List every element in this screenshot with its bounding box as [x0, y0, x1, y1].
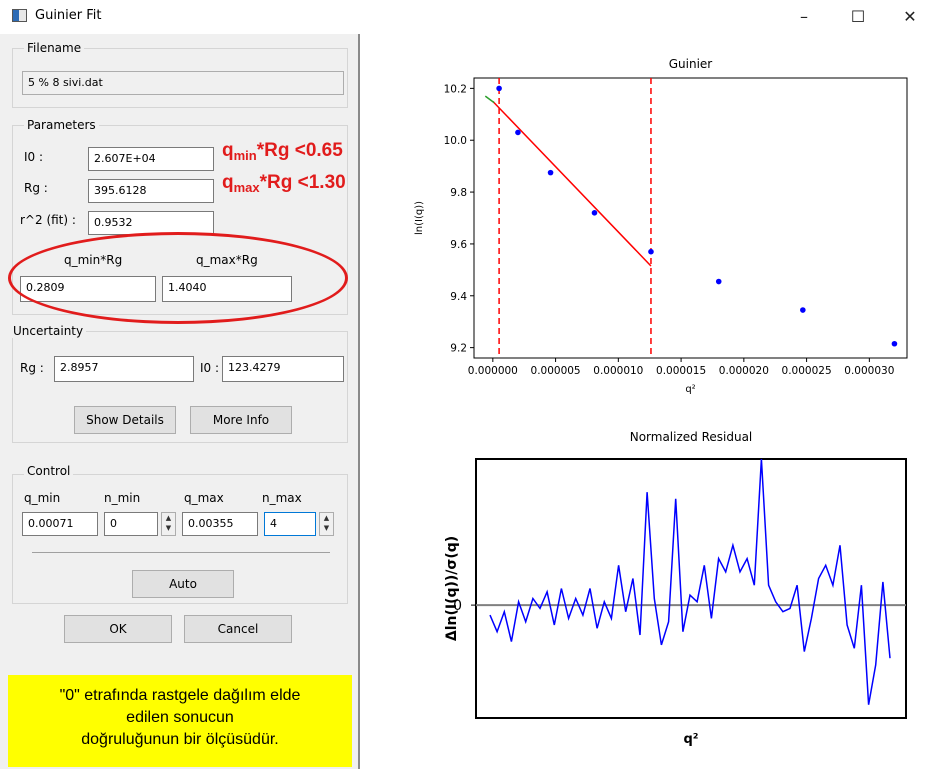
qmin-label: q_min [24, 491, 61, 505]
guinier-x-tick-label: 0.000020 [719, 365, 769, 377]
guinier-y-tick-label: 9.6 [450, 239, 467, 251]
nmin-label: n_min [104, 491, 141, 505]
left-panel: Filename 5 % 8 sivi.dat Parameters I0 : … [0, 34, 360, 769]
highlight-ellipse [8, 232, 348, 324]
r2-field[interactable]: 0.9532 [88, 211, 214, 235]
app-window-icon [12, 9, 27, 22]
uncertainty-i0-field[interactable]: 123.4279 [222, 356, 344, 382]
guinier-y-tick-label: 10.0 [444, 135, 467, 147]
guinier-y-tick-label: 9.2 [450, 343, 467, 355]
rg-field[interactable]: 395.6128 [88, 179, 214, 203]
guinier-title: Guinier [669, 57, 713, 71]
control-separator [32, 552, 330, 553]
guinier-x-tick-label: 0.000005 [531, 365, 581, 377]
qmin-field[interactable]: 0.00071 [22, 512, 98, 536]
qmin-rule-annotation: qmin*Rg <0.65 [222, 140, 343, 163]
r2-label: r^2 (fit) : [20, 213, 76, 227]
guinier-extrapolation-line [484, 95, 495, 104]
residual-plot-frame [475, 458, 907, 719]
guinier-x-tick-label: 0.000015 [656, 365, 706, 377]
guinier-data-point [648, 248, 654, 255]
guinier-y-axis-label: ln(I(q)) [414, 201, 425, 235]
guinier-x-axis-label: q² [685, 384, 695, 395]
control-group-label: Control [24, 464, 74, 478]
guinier-y-tick-label: 9.8 [450, 187, 467, 199]
guinier-x-tick-label: 0.000010 [593, 365, 643, 377]
qmax-field[interactable]: 0.00355 [182, 512, 258, 536]
guinier-data-point [515, 129, 521, 136]
show-details-button[interactable]: Show Details [74, 406, 176, 434]
note-line-1: "0" etrafında rastgele dağılım elde [59, 687, 301, 704]
residual-note: "0" etrafında rastgele dağılım elde edil… [8, 675, 352, 767]
more-info-button[interactable]: More Info [190, 406, 292, 434]
minimize-button[interactable]: – [800, 7, 808, 26]
filename-field: 5 % 8 sivi.dat [22, 71, 344, 95]
qmax-label: q_max [184, 491, 224, 505]
note-line-3: doğruluğunun bir ölçüsüdür. [81, 731, 279, 748]
uncertainty-group [12, 331, 348, 443]
guinier-data-point [591, 210, 598, 216]
nmax-field[interactable]: 4 [264, 512, 316, 536]
ok-button[interactable]: OK [64, 615, 172, 643]
guinier-data-point [496, 85, 502, 92]
uncertainty-rg-label: Rg : [20, 361, 44, 375]
nmax-stepper[interactable]: ▲ ▼ [319, 512, 334, 536]
guinier-y-tick-label: 10.2 [444, 83, 467, 95]
filename-group-label: Filename [24, 41, 85, 55]
nmax-label: n_max [262, 491, 302, 505]
guinier-data-point [715, 278, 722, 285]
guinier-y-tick-label: 9.4 [450, 291, 467, 303]
uncertainty-rg-field[interactable]: 2.8957 [54, 356, 194, 382]
title-bar: Guinier Fit – ☐ ✕ [0, 0, 933, 34]
nmin-field[interactable]: 0 [104, 512, 158, 536]
window-title: Guinier Fit [35, 8, 102, 23]
cancel-button[interactable]: Cancel [184, 615, 292, 643]
nmin-stepper[interactable]: ▲ ▼ [161, 512, 176, 536]
rg-label: Rg : [24, 181, 48, 195]
maximize-button[interactable]: ☐ [850, 7, 866, 26]
filename-group [12, 48, 348, 108]
qmax-rule-annotation: qmax*Rg <1.30 [222, 172, 346, 195]
guinier-plot-frame [473, 77, 908, 359]
parameters-group-label: Parameters [24, 118, 99, 132]
note-line-2: edilen sonucun [126, 709, 234, 726]
residual-series-line [489, 458, 891, 705]
residual-y-tick-label: 0 [453, 598, 462, 614]
guinier-fit-line [492, 100, 652, 267]
residual-y-axis-label: Δln(I(q))/σ(q) [444, 536, 460, 641]
uncertainty-i0-label: I0 : [200, 361, 220, 375]
control-group [12, 474, 348, 604]
residual-title: Normalized Residual [630, 430, 753, 444]
guinier-x-tick-label: 0.000030 [844, 365, 894, 377]
guinier-data-point [800, 307, 806, 313]
i0-label: I0 : [24, 150, 44, 164]
i0-field[interactable]: 2.607E+04 [88, 147, 214, 171]
auto-button[interactable]: Auto [132, 570, 234, 598]
guinier-data-point [891, 340, 898, 347]
guinier-x-tick-label: 0.000025 [782, 365, 832, 377]
residual-x-axis-label: q² [684, 732, 699, 747]
uncertainty-group-label: Uncertainty [10, 324, 87, 338]
close-button[interactable]: ✕ [903, 7, 917, 26]
guinier-data-point [547, 169, 554, 176]
guinier-x-tick-label: 0.000000 [468, 365, 518, 377]
